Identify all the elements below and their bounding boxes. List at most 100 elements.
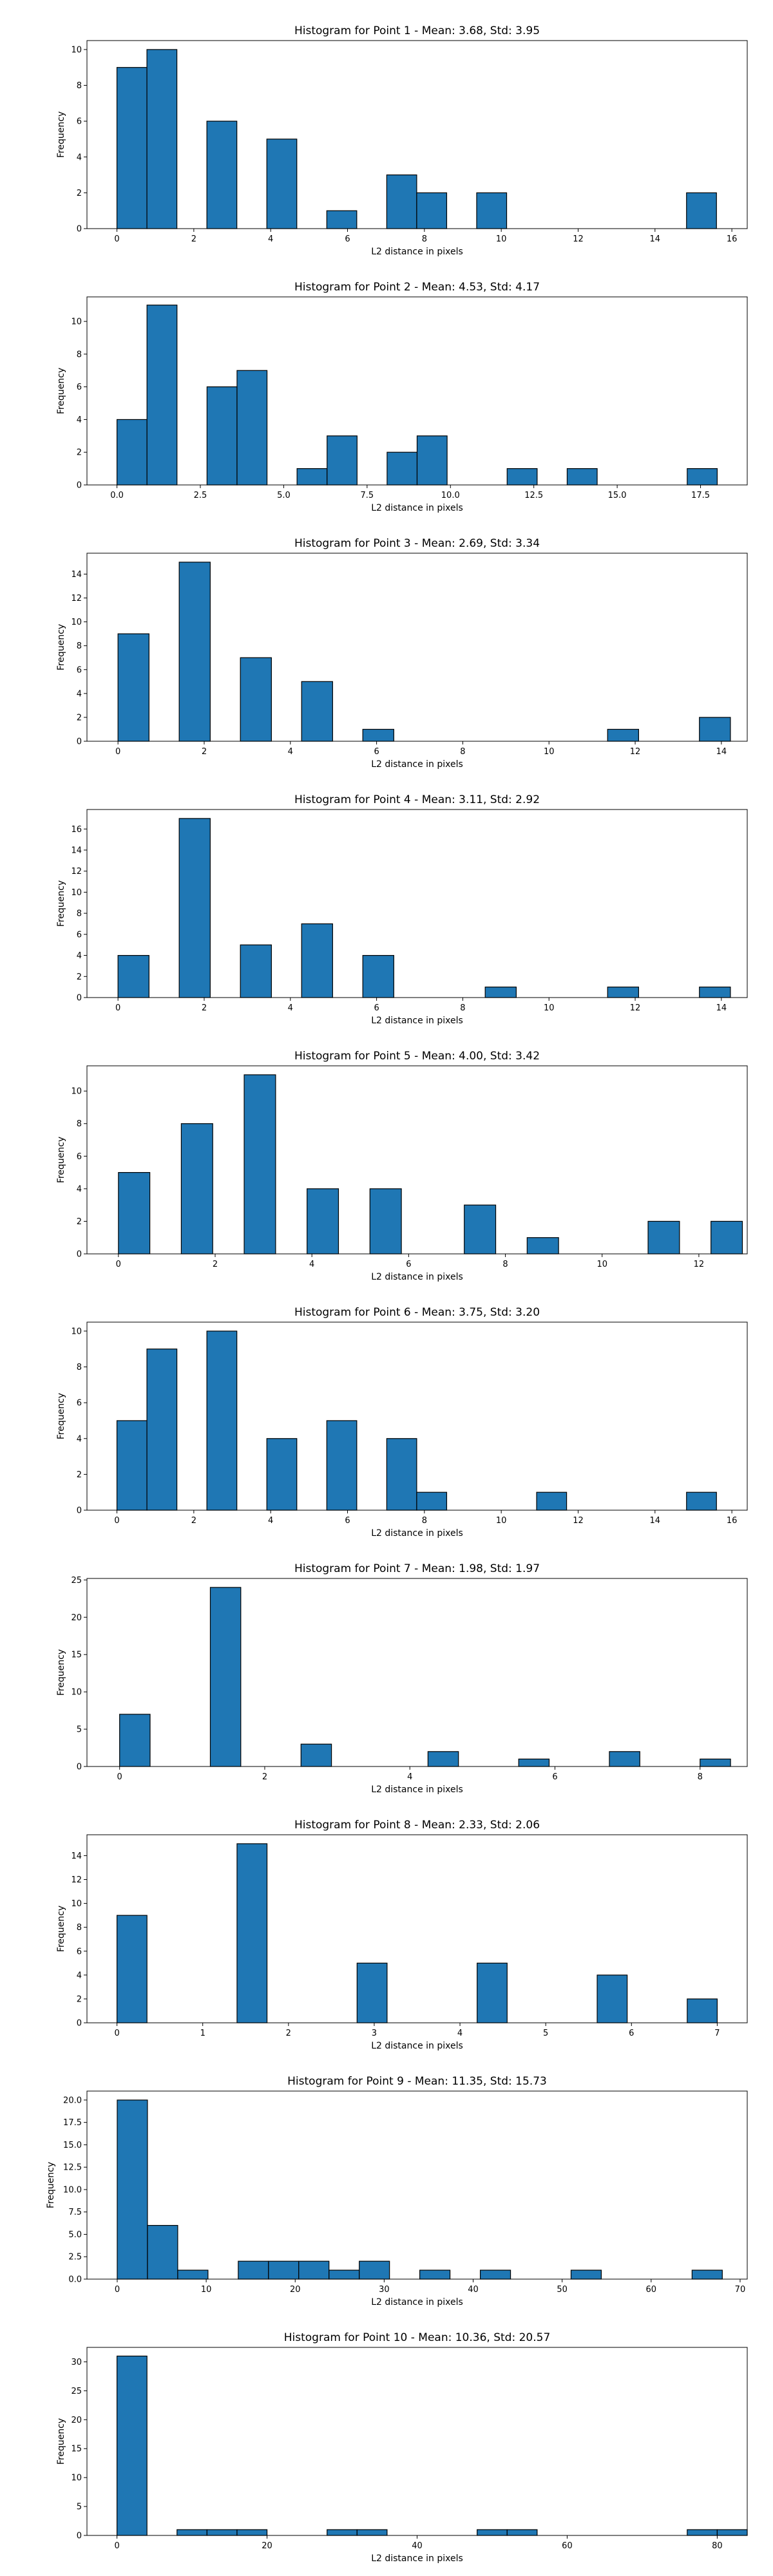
y-axis-label: Frequency [56, 1137, 66, 1183]
x-tick-label: 2 [262, 1772, 267, 1782]
x-tick-label: 2 [202, 747, 207, 757]
histogram-bar [687, 468, 718, 486]
x-tick-label: 40 [412, 2541, 423, 2551]
histogram-bar [356, 1962, 388, 2023]
histogram-bar [609, 1751, 640, 1767]
histogram-bar [416, 435, 448, 486]
y-tick-label: 4 [77, 689, 82, 699]
histogram-bar [687, 2529, 718, 2536]
histogram-bar [386, 1438, 417, 1511]
y-tick-label: 8 [77, 1923, 82, 1933]
histogram-bar [240, 657, 272, 742]
histogram-bar [116, 419, 148, 486]
x-tick-label: 4 [288, 747, 293, 757]
histogram-bar [477, 1962, 508, 2023]
histogram-bar [484, 987, 517, 998]
x-axis-label: L2 distance in pixels [371, 1528, 463, 1539]
histogram-bar [307, 1188, 339, 1255]
x-tick-label: 14 [650, 1516, 661, 1526]
histogram-bar [178, 562, 211, 742]
y-tick-label: 10.0 [63, 2185, 82, 2195]
y-tick-label: 8 [77, 1119, 82, 1129]
histogram-bar [178, 818, 211, 998]
y-axis-label: Frequency [56, 111, 66, 158]
histogram-bar [687, 1998, 718, 2023]
histogram-bar [146, 49, 178, 229]
x-tick-label: 0 [114, 1516, 119, 1526]
x-tick-label: 14 [716, 747, 727, 757]
plot-frame [86, 2090, 748, 2280]
y-tick-label: 0 [77, 1763, 82, 1772]
x-tick-label: 2 [286, 2029, 291, 2038]
histogram-bar [146, 305, 178, 486]
y-tick-label: 10 [71, 1087, 82, 1097]
y-tick-label: 0 [77, 481, 82, 491]
histogram-bar [117, 954, 149, 998]
x-tick-label: 16 [727, 234, 738, 244]
y-axis-label: Frequency [56, 624, 66, 670]
x-tick-label: 10 [496, 234, 507, 244]
x-tick-label: 5.0 [277, 491, 291, 500]
y-tick-label: 12 [71, 1875, 82, 1885]
histogram-bar [526, 1237, 559, 1255]
x-tick-label: 60 [562, 2541, 573, 2551]
y-tick-label: 2 [77, 972, 82, 982]
x-tick-label: 12 [630, 1003, 641, 1013]
chart-title: Histogram for Point 9 - Mean: 11.35, Std… [287, 2075, 547, 2088]
histogram-bar [476, 192, 508, 229]
plot-frame [86, 553, 748, 742]
histogram-bar [236, 2529, 268, 2536]
y-tick-label: 15 [71, 2445, 82, 2454]
histogram-8: Histogram for Point 8 - Mean: 2.33, Std:… [56, 1819, 748, 2051]
y-tick-label: 7.5 [68, 2208, 82, 2217]
x-tick-label: 0 [114, 2541, 119, 2551]
x-tick-label: 8 [698, 1772, 703, 1782]
plot-frame [86, 40, 748, 229]
y-tick-label: 12 [71, 594, 82, 603]
x-tick-label: 2 [202, 1003, 207, 1013]
y-tick-label: 15 [71, 1651, 82, 1660]
x-tick-label: 70 [735, 2285, 746, 2295]
x-axis-label: L2 distance in pixels [371, 2553, 463, 2564]
histogram-6: Histogram for Point 6 - Mean: 3.75, Std:… [56, 1306, 748, 1539]
y-tick-label: 14 [71, 570, 82, 580]
chart-title: Histogram for Point 5 - Mean: 4.00, Std:… [294, 1050, 540, 1063]
chart-title: Histogram for Point 2 - Mean: 4.53, Std:… [294, 281, 540, 294]
y-tick-label: 0 [77, 2019, 82, 2029]
histogram-bar [116, 2355, 148, 2536]
x-tick-label: 40 [468, 2285, 479, 2295]
x-tick-label: 0 [114, 234, 119, 244]
x-tick-label: 6 [629, 2029, 634, 2038]
x-tick-label: 4 [407, 1772, 412, 1782]
x-tick-label: 6 [552, 1772, 557, 1782]
histogram-bar [116, 67, 148, 229]
y-tick-label: 0 [77, 2532, 82, 2541]
y-tick-label: 8 [77, 909, 82, 919]
x-tick-label: 2 [191, 1516, 196, 1526]
x-tick-label: 10 [201, 2285, 212, 2295]
x-axis-label: L2 distance in pixels [371, 1016, 463, 1026]
y-axis-label: Frequency [56, 2418, 66, 2465]
histogram-bar [647, 1220, 680, 1255]
histogram-bar [419, 2269, 451, 2280]
x-tick-label: 7 [714, 2029, 720, 2038]
histogram-bar [206, 386, 238, 486]
y-tick-label: 14 [71, 1852, 82, 1861]
histogram-bar [180, 1123, 213, 1255]
histogram-3: Histogram for Point 3 - Mean: 2.69, Std:… [56, 537, 748, 770]
histogram-bar [327, 2529, 358, 2536]
x-tick-label: 50 [557, 2285, 568, 2295]
histogram-bar [369, 1188, 402, 1255]
histogram-bar [506, 2529, 538, 2536]
x-tick-label: 0 [114, 2029, 119, 2038]
histogram-bar [301, 923, 333, 998]
histogram-bar [206, 120, 238, 229]
y-tick-label: 6 [77, 383, 82, 392]
histogram-7: Histogram for Point 7 - Mean: 1.98, Std:… [56, 1562, 748, 1795]
x-axis-label: L2 distance in pixels [371, 247, 463, 257]
y-tick-label: 2 [77, 713, 82, 723]
x-tick-label: 4 [457, 2029, 463, 2038]
x-tick-label: 6 [374, 747, 379, 757]
histogram-bar [536, 1492, 568, 1511]
histogram-bar [147, 2224, 178, 2280]
